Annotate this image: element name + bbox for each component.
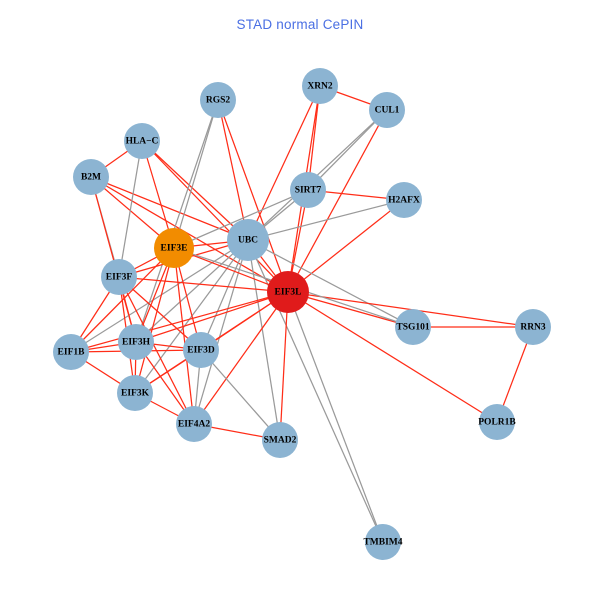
graph-edge xyxy=(287,291,414,328)
graph-edge xyxy=(118,276,289,293)
graph-node-eif3d[interactable]: EIF3D xyxy=(183,332,219,368)
node-label: SIRT7 xyxy=(295,186,322,196)
node-label: EIF3D xyxy=(187,346,215,356)
graph-edge xyxy=(307,109,388,191)
graph-edge xyxy=(279,291,289,441)
graph-edge xyxy=(135,239,249,343)
node-circle[interactable] xyxy=(101,259,137,295)
graph-edge xyxy=(247,239,281,441)
graph-edge xyxy=(141,140,249,241)
graph-edge xyxy=(173,247,195,425)
page-title: STAD normal CePIN xyxy=(236,17,364,32)
graph-node-eif3f[interactable]: EIF3F xyxy=(101,259,137,295)
graph-node-eif4a2[interactable]: EIF4A2 xyxy=(176,406,212,442)
node-label: TMBIM4 xyxy=(363,538,402,548)
node-circle[interactable] xyxy=(124,123,160,159)
node-circle[interactable] xyxy=(302,68,338,104)
node-label: EIF3K xyxy=(121,389,150,399)
graph-edge xyxy=(134,247,175,394)
graph-node-b2m[interactable]: B2M xyxy=(73,159,109,195)
graph-edge xyxy=(217,99,249,241)
graph-edge xyxy=(247,239,414,328)
graph-edge xyxy=(193,291,289,425)
node-circle[interactable] xyxy=(200,82,236,118)
node-label: EIF4A2 xyxy=(178,420,210,430)
graph-node-tsg101[interactable]: TSG101 xyxy=(395,309,431,345)
graph-edge xyxy=(118,276,202,351)
graph-edge xyxy=(217,99,289,293)
graph-edge xyxy=(287,291,498,423)
node-circle[interactable] xyxy=(365,524,401,560)
node-label: B2M xyxy=(81,173,101,183)
graph-node-eif1b[interactable]: EIF1B xyxy=(53,334,89,370)
node-label: RGS2 xyxy=(206,96,231,106)
node-circle[interactable] xyxy=(227,219,269,261)
node-label: HLA−C xyxy=(126,137,159,147)
graph-edge xyxy=(287,199,405,293)
graph-node-polr1b[interactable]: POLR1B xyxy=(478,404,516,440)
node-label: EIF3L xyxy=(275,288,302,298)
graph-edge xyxy=(90,176,249,241)
graph-edge xyxy=(247,85,321,241)
graph-node-eif3k[interactable]: EIF3K xyxy=(117,375,153,411)
graph-edge xyxy=(247,199,405,241)
node-label: POLR1B xyxy=(478,418,516,428)
node-circle[interactable] xyxy=(262,422,298,458)
node-circle[interactable] xyxy=(73,159,109,195)
node-label: UBC xyxy=(238,236,258,246)
graph-edge xyxy=(173,189,309,249)
graph-edge xyxy=(287,109,388,293)
node-circle[interactable] xyxy=(176,406,212,442)
node-label: XRN2 xyxy=(307,82,333,92)
graph-edge xyxy=(141,140,289,293)
node-circle[interactable] xyxy=(395,309,431,345)
node-label: TSG101 xyxy=(396,323,430,333)
graph-node-rrn3[interactable]: RRN3 xyxy=(515,309,551,345)
graph-node-hla-c[interactable]: HLA−C xyxy=(124,123,160,159)
node-circle[interactable] xyxy=(118,324,154,360)
nodes-layer: RGS2 XRN2 CUL1 HLA−C B2M SIRT7 H2AFX EIF3E UBC EI… xyxy=(53,68,551,560)
node-circle[interactable] xyxy=(154,228,194,268)
node-label: H2AFX xyxy=(388,196,420,206)
graph-node-smad2[interactable]: SMAD2 xyxy=(262,422,298,458)
graph-node-ubc[interactable]: UBC xyxy=(227,219,269,261)
graph-node-h2afx[interactable]: H2AFX xyxy=(386,182,422,218)
graph-edge xyxy=(200,349,281,441)
graph-edge xyxy=(135,291,289,343)
node-circle[interactable] xyxy=(183,332,219,368)
graph-node-xrn2[interactable]: XRN2 xyxy=(302,68,338,104)
node-label: EIF1B xyxy=(58,348,86,358)
node-circle[interactable] xyxy=(479,404,515,440)
graph-edge xyxy=(118,140,143,278)
graph-edge xyxy=(70,291,289,353)
graph-node-sirt7[interactable]: SIRT7 xyxy=(290,172,326,208)
node-circle[interactable] xyxy=(515,309,551,345)
graph-node-cul1[interactable]: CUL1 xyxy=(369,92,405,128)
graph-edge xyxy=(193,239,249,425)
graph-node-eif3l[interactable]: EIF3L xyxy=(267,271,309,313)
node-circle[interactable] xyxy=(386,182,422,218)
node-circle[interactable] xyxy=(290,172,326,208)
node-label: EIF3H xyxy=(122,338,151,348)
graph-node-eif3e[interactable]: EIF3E xyxy=(154,228,194,268)
node-label: EIF3F xyxy=(106,273,133,283)
graph-node-rgs2[interactable]: RGS2 xyxy=(200,82,236,118)
node-label: SMAD2 xyxy=(264,436,297,446)
graph-edge xyxy=(173,99,219,249)
graph-node-tmbim4[interactable]: TMBIM4 xyxy=(363,524,403,560)
node-circle[interactable] xyxy=(117,375,153,411)
node-label: CUL1 xyxy=(375,106,400,116)
graph-edge xyxy=(70,239,249,353)
node-label: EIF3E xyxy=(161,244,188,254)
graph-node-eif3h[interactable]: EIF3H xyxy=(118,324,154,360)
graph-edge xyxy=(90,176,289,293)
node-circle[interactable] xyxy=(53,334,89,370)
node-circle[interactable] xyxy=(369,92,405,128)
node-circle[interactable] xyxy=(267,271,309,313)
node-label: RRN3 xyxy=(520,323,546,333)
graph-edge xyxy=(287,291,384,543)
